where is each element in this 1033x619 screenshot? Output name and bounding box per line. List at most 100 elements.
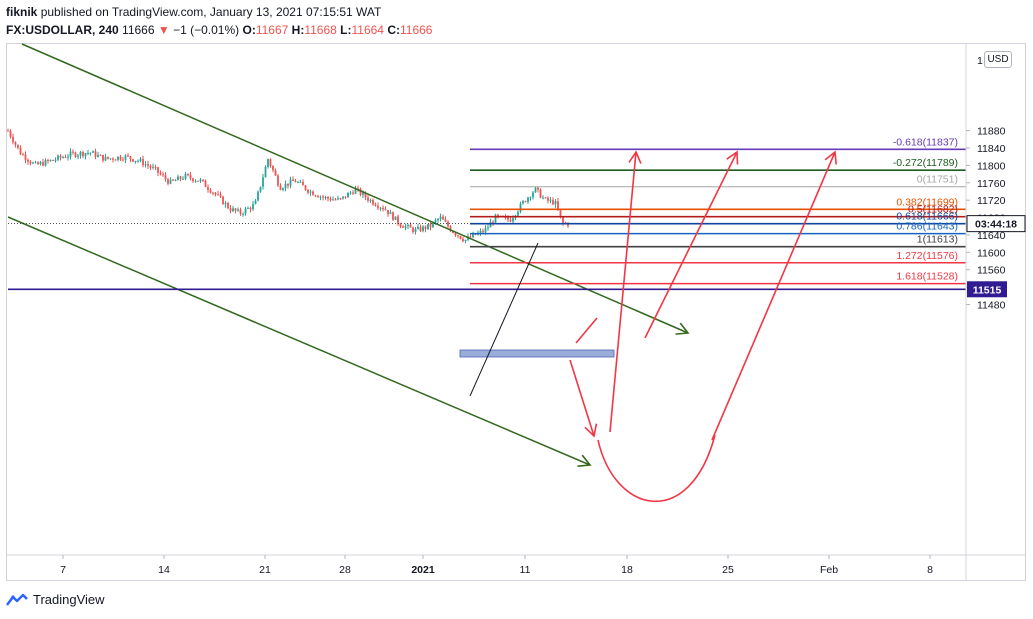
candle-body [239,209,242,214]
candle-body [59,155,62,158]
candle-body [234,208,237,211]
price-tick-label: 11760 [977,178,1006,190]
candle-body [159,172,162,175]
candle-body [139,158,142,161]
candle-body [214,192,217,195]
channel-upper-line [21,43,690,335]
symbol-legend: FX:USDOLLAR, 240 11666 ▼ −1 (−0.01%) O:1… [6,23,432,37]
candle-body [12,136,14,143]
candle-body [72,151,74,153]
candle-body [114,159,117,161]
candle-body [559,210,562,218]
open-label: O: [242,23,256,37]
current-price-badge [966,215,1026,233]
candle-body [277,175,279,186]
footer: TradingView [6,592,105,607]
candle-body [252,204,254,210]
time-tick-label: 2021 [411,564,435,576]
candle-body [522,201,524,204]
candle-body [529,197,532,199]
support-zone-rect [459,349,615,358]
candle-body [152,166,154,168]
candle-body [342,196,344,199]
candle-body [244,208,247,214]
candle-body [464,239,467,242]
candle-body [177,176,179,181]
candle-body [157,167,159,173]
candle-body [482,230,484,233]
channel-lower-line [7,216,592,468]
candle-body [254,200,257,205]
fib-level-label: 1(11613) [917,234,958,246]
candle-body [372,199,374,205]
candle-body [429,224,432,227]
symbol-name[interactable]: FX:USDOLLAR, 240 [6,23,119,37]
candle-body [142,158,144,166]
candle-body [547,197,549,201]
close-label: C: [387,23,400,37]
footer-brand[interactable]: TradingView [33,592,105,607]
candle-body [47,160,49,162]
candle-body [394,216,397,220]
candle-body [417,226,419,229]
candle-body [457,235,459,237]
candle-body [264,166,267,178]
candle-body [77,155,79,157]
currency-button[interactable]: USD [984,51,1012,68]
fib-level-label: 0.5(11682) [908,204,958,216]
candle-body [187,173,189,176]
candle-body [479,230,482,233]
candle-body [302,181,304,186]
projection-curve [597,434,716,503]
candle-body [112,158,114,160]
candle-body [489,222,492,228]
candle-body [404,226,407,228]
candle-body [494,214,497,223]
candle-body [74,152,77,157]
candle-body [312,191,314,196]
fib-level-label: 0(11751) [917,174,958,186]
fib-level-label: -0.272(11789) [893,157,958,169]
open-value: 11667 [255,23,289,37]
candle-body [537,187,539,190]
candles-layer [7,128,569,244]
candle-body [34,162,37,164]
candle-body [447,221,449,227]
candle-body [229,208,232,212]
candle-body [14,142,17,145]
tradingview-logo-icon [6,593,28,606]
candle-body [104,156,107,161]
candle-body [284,183,287,189]
candle-body [444,219,447,222]
candle-body [79,151,82,156]
candle-body [337,198,339,200]
candle-body [317,196,319,198]
candle-body [24,154,27,160]
candle-body [427,224,429,230]
candle-body [422,226,424,231]
candle-body [42,162,44,166]
candle-body [544,197,547,199]
candle-body [89,152,92,154]
author-name[interactable]: fiknik [6,5,38,19]
candle-body [387,209,389,215]
candle-body [327,197,329,199]
candle-body [362,192,364,195]
candle-body [519,203,522,212]
candle-body [127,155,129,157]
candle-body [262,177,264,187]
time-tick-label: 11 [520,564,531,576]
price-tick-label: 1 [977,55,983,67]
candle-body [534,187,537,193]
fib-level-label: 1.618(11528) [896,271,958,283]
candle-body [149,165,152,168]
candle-body [194,180,197,182]
candle-body [107,156,109,159]
support-price-label: 11515 [973,284,1002,296]
candle-body [237,209,239,211]
candle-body [202,179,204,181]
candle-body [134,160,137,162]
candle-body [37,162,39,165]
support-price-badge [967,281,1007,298]
